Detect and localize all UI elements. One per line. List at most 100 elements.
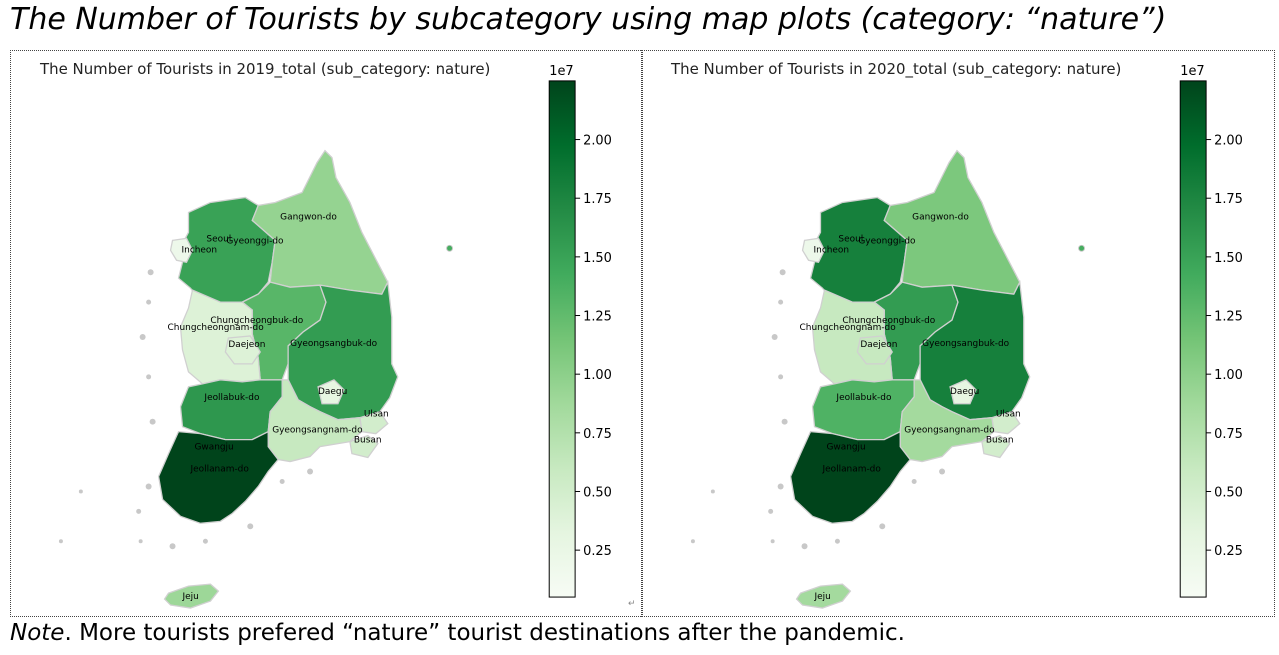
region-label: Jeollabuk-do: [835, 393, 891, 403]
region-busan: [981, 434, 1011, 459]
island-shape: [778, 299, 784, 305]
island-shape: [146, 299, 152, 305]
region-label: Incheon: [814, 245, 850, 255]
island-shape: [138, 539, 143, 544]
region-label: Gyeongsangnam-do: [904, 426, 994, 436]
map-title: The Number of Tourists in 2020_total (su…: [670, 60, 1121, 78]
island-shape: [710, 489, 715, 494]
region-gyeongsangnam-do: [267, 379, 363, 463]
map-panel-2019: The Number of Tourists in 2019_total (su…: [10, 50, 643, 617]
map-panel-2020: The Number of Tourists in 2020_total (su…: [641, 50, 1275, 617]
colorbar-tick-label: 1.25: [1214, 310, 1243, 325]
island-shape: [139, 333, 146, 340]
island-shape: [771, 333, 778, 340]
region-label: Chungcheongbuk-do: [210, 316, 303, 326]
region-label: Gangwon-do: [912, 212, 969, 222]
region-label: Gyeongsangbuk-do: [922, 339, 1009, 349]
region-label: Gyeongsangnam-do: [272, 426, 362, 436]
region-incheon: [169, 237, 194, 263]
island-shape: [779, 269, 786, 276]
island-shape: [690, 539, 695, 544]
region-busan: [349, 434, 379, 459]
return-mark-icon: ↵: [628, 598, 636, 608]
region-jeollanam-do: [789, 430, 911, 524]
region-jeollabuk-do: [179, 379, 283, 441]
colorbar-tick-label: 0.25: [583, 544, 612, 559]
region-label: Daegu: [318, 387, 347, 397]
ulleungdo-shape: [1078, 244, 1086, 252]
colorbar-exponent: 1e7: [1180, 64, 1204, 79]
note-text: . More tourists prefered “nature” touris…: [64, 620, 905, 646]
region-label: Ulsan: [996, 410, 1021, 420]
region-label: Busan: [986, 436, 1014, 446]
region-daejeon: [224, 335, 262, 365]
region-jeollabuk-do: [811, 379, 915, 441]
region-label: Jeju: [182, 592, 199, 602]
island-shape: [247, 523, 254, 530]
island-shape: [778, 374, 784, 380]
region-label: Gangwon-do: [280, 212, 337, 222]
region-label: Jeju: [814, 592, 831, 602]
choropleth-map-2019: The Number of Tourists in 2019_total (su…: [39, 60, 612, 609]
region-daejeon: [856, 335, 894, 365]
colorbar-tick-label: 1.50: [583, 251, 612, 266]
colorbar-tick-label: 0.75: [1214, 427, 1243, 442]
region-jeju: [163, 583, 220, 609]
region-label: Seoul: [838, 234, 863, 244]
island-shape: [770, 539, 775, 544]
region-daegu: [949, 379, 977, 405]
region-incheon: [801, 237, 826, 263]
region-label: Gyeonggi-do: [226, 236, 283, 246]
island-shape: [939, 468, 946, 475]
region-jeju: [795, 583, 852, 609]
region-label: Jeollanam-do: [189, 465, 248, 475]
colorbar-tick-label: 1.00: [583, 368, 612, 383]
region-label: Gyeongsangbuk-do: [290, 339, 377, 349]
colorbar-tick-label: 2.00: [1214, 134, 1243, 149]
region-label: Busan: [354, 436, 382, 446]
island-shape: [911, 478, 917, 484]
region-gyeongsangnam-do: [899, 379, 995, 463]
colorbar-tick-label: 1.25: [583, 310, 612, 325]
region-label: Daejeon: [228, 340, 265, 350]
island-shape: [307, 468, 314, 475]
colorbar-tick-label: 1.75: [583, 192, 612, 207]
island-shape: [279, 478, 285, 484]
island-shape: [834, 538, 840, 544]
island-shape: [801, 543, 808, 550]
map-title: The Number of Tourists in 2019_total (su…: [39, 60, 490, 78]
choropleth-map-2020: The Number of Tourists in 2020_total (su…: [670, 60, 1243, 609]
region-label: Daejeon: [860, 340, 897, 350]
colorbar-tick-label: 1.50: [1214, 251, 1243, 266]
colorbar-tick-label: 2.00: [583, 134, 612, 149]
region-label: Chungcheongbuk-do: [842, 316, 935, 326]
colorbar-tick-label: 1.75: [1214, 192, 1243, 207]
region-label: Jeollanam-do: [821, 465, 880, 475]
island-shape: [58, 539, 63, 544]
colorbar-tick-label: 0.25: [1214, 544, 1243, 559]
colorbar-tick-label: 0.75: [583, 427, 612, 442]
island-shape: [777, 483, 784, 490]
colorbar-tick-label: 1.00: [1214, 368, 1243, 383]
colorbar: [1179, 80, 1207, 598]
island-shape: [169, 543, 176, 550]
island-shape: [781, 418, 788, 425]
island-shape: [147, 269, 154, 276]
island-shape: [146, 374, 152, 380]
island-shape: [78, 489, 83, 494]
region-label: Gyeonggi-do: [858, 236, 915, 246]
island-shape: [149, 418, 156, 425]
region-label: Gwangju: [194, 443, 233, 453]
region-label: Incheon: [182, 245, 218, 255]
island-shape: [145, 483, 152, 490]
note-label: Note: [10, 620, 65, 646]
colorbar-tick-label: 0.50: [1214, 485, 1243, 500]
ulleungdo-shape: [446, 244, 454, 252]
region-label: Daegu: [950, 387, 979, 397]
region-label: Ulsan: [364, 410, 389, 420]
region-label: Jeollabuk-do: [203, 393, 259, 403]
colorbar: [548, 80, 576, 598]
region-label: Gwangju: [826, 443, 865, 453]
